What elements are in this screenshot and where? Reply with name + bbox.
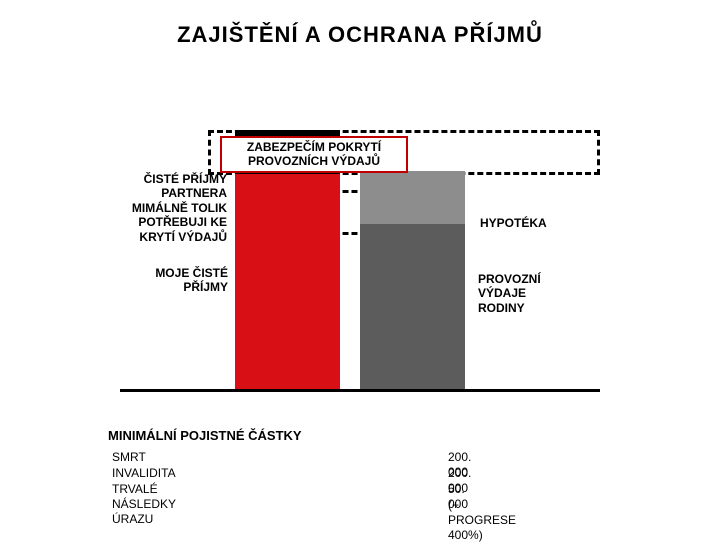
table-row-label: INVALIDITA bbox=[112, 466, 176, 481]
callout-line2: PROVOZNÍCH VÝDAJŮ bbox=[248, 154, 380, 168]
table-row-label: SMRT bbox=[112, 450, 146, 465]
label-hypoteka: HYPOTÉKA bbox=[480, 216, 590, 230]
label-ciste-prijmy-partnera: ČISTÉ PŘÍJMYPARTNERAMIMÁLNĚ TOLIKPOTŘEBU… bbox=[105, 172, 227, 244]
label-moje-ciste-prijmy: MOJE ČISTÉPŘÍJMY bbox=[138, 266, 228, 295]
section-heading: MINIMÁLNÍ POJISTNÉ ČÁSTKY bbox=[108, 428, 302, 443]
bar-moje-ciste-prijmy bbox=[235, 174, 340, 389]
callout-line1: ZABEZPEČÍM POKRYTÍ bbox=[247, 140, 381, 154]
bar-provozni-vydaje bbox=[360, 224, 465, 389]
table-row-value: (+ PROGRESE 400%) bbox=[448, 498, 516, 543]
chart-baseline bbox=[120, 389, 600, 392]
callout-zabezpecim: ZABEZPEČÍM POKRYTÍ PROVOZNÍCH VÝDAJŮ bbox=[220, 136, 408, 173]
label-provozni-vydaje: PROVOZNÍVÝDAJERODINY bbox=[478, 272, 588, 315]
page-title: ZAJIŠTĚNÍ A OCHRANA PŘÍJMŮ bbox=[0, 22, 720, 48]
slide: ZAJIŠTĚNÍ A OCHRANA PŘÍJMŮ ZABEZPEČÍM PO… bbox=[0, 0, 720, 540]
chart-area: ZABEZPEČÍM POKRYTÍ PROVOZNÍCH VÝDAJŮ ČIS… bbox=[120, 130, 600, 392]
bar-hypoteka bbox=[360, 171, 465, 224]
table-row-label: TRVALÉ NÁSLEDKY ÚRAZU bbox=[112, 482, 176, 527]
